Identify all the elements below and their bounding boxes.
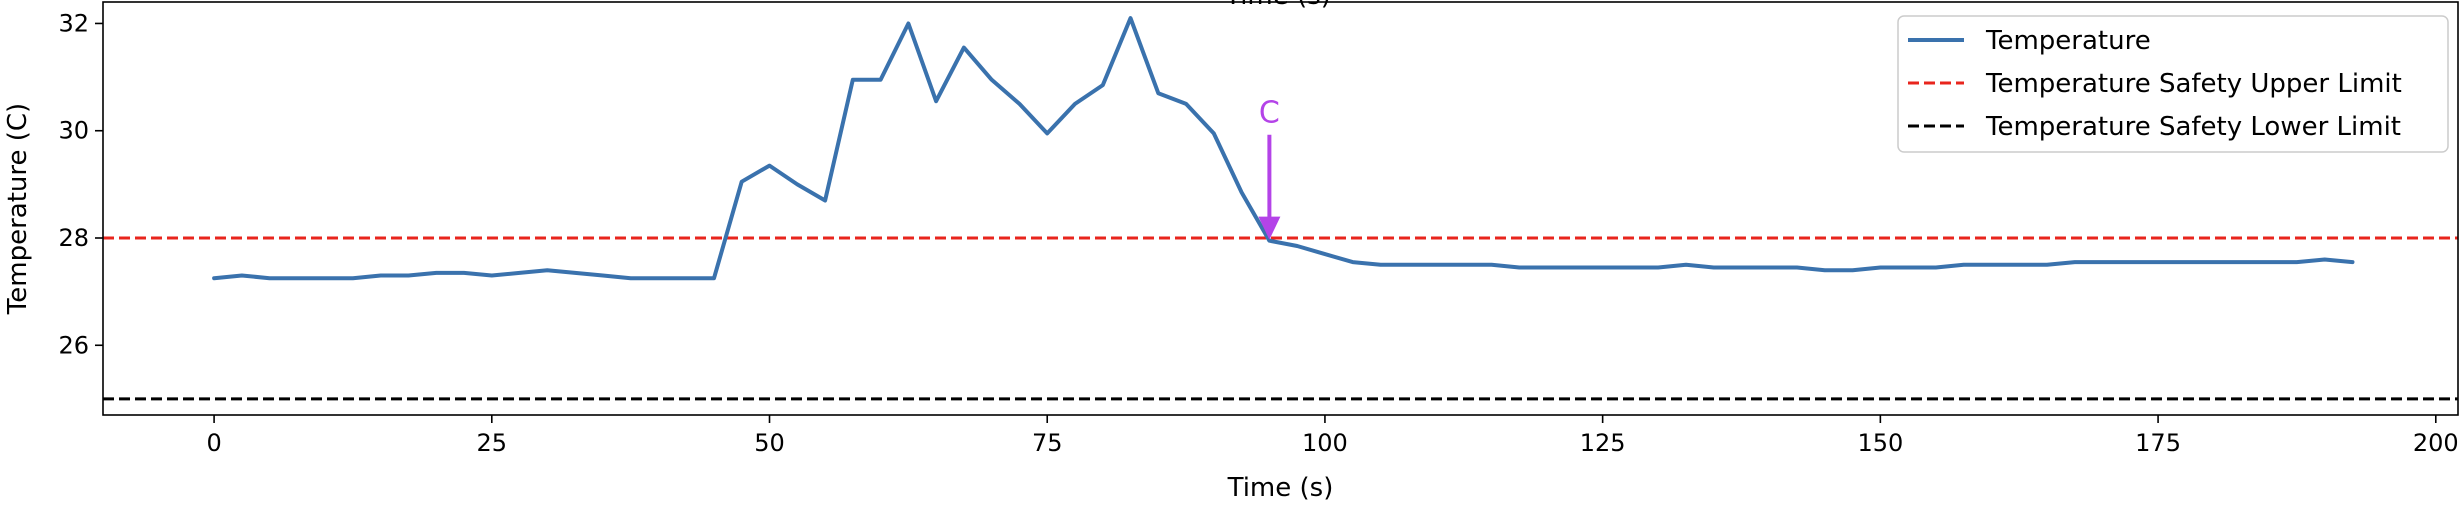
plot-frame (102, 1, 2459, 416)
annotations: C (1258, 96, 1281, 240)
axes: 0 25 50 75 100 125 150 175 200 26 28 30 32 (58, 9, 2458, 457)
x-tick-label: 75 (1032, 429, 1063, 457)
x-tick-label: 175 (2135, 429, 2181, 457)
y-tick-label: 32 (58, 9, 89, 37)
x-tick-label: 100 (1302, 429, 1348, 457)
x-tick-label: 150 (1857, 429, 1903, 457)
x-tick-label: 200 (2413, 429, 2459, 457)
annotation-arrow-head (1258, 216, 1281, 240)
legend-box (1897, 15, 2449, 153)
legend-label-1: Temperature Safety Upper Limit (1985, 69, 2402, 99)
x-tick-label: 0 (206, 429, 221, 457)
x-axis-label: Time (s) (1227, 473, 1334, 503)
x-tick-label: 50 (754, 429, 785, 457)
y-tick-label: 28 (58, 224, 89, 252)
legend-label-0: Temperature (1985, 26, 2151, 56)
x-tick-label: 125 (1580, 429, 1626, 457)
series-line-0 (212, 16, 2355, 281)
y-tick-label: 30 (58, 117, 89, 145)
legend-label-2: Temperature Safety Lower Limit (1985, 112, 2401, 142)
y-tick-label: 26 (58, 331, 89, 359)
y-axis-label: Temperature (C) (3, 103, 33, 315)
annotation-label: C (1259, 96, 1280, 131)
legend: Temperature Temperature Safety Upper Limi… (1897, 15, 2449, 153)
plot-area (103, 16, 2458, 401)
x-tick-label: 25 (477, 429, 508, 457)
clipped-top-title: Time (s) (1224, 0, 1331, 11)
